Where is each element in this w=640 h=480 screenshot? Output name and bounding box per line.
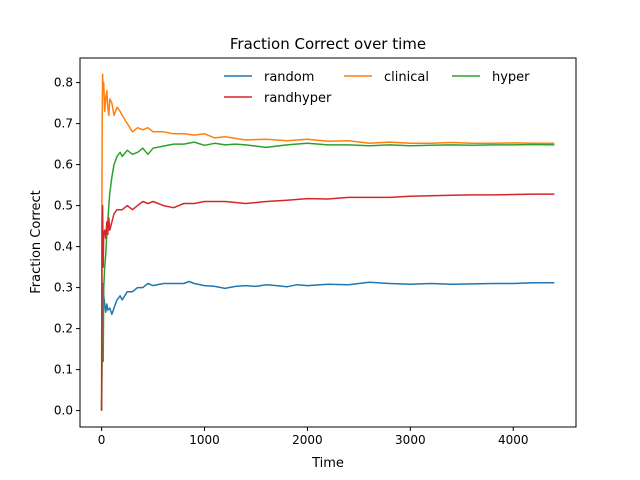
x-tick-label: 4000 bbox=[498, 433, 529, 447]
y-tick-label: 0.0 bbox=[54, 404, 73, 418]
series-line-randhyper bbox=[100, 193, 555, 411]
legend-label-randhyper: randhyper bbox=[264, 91, 332, 106]
x-tick-label: 3000 bbox=[395, 433, 426, 447]
legend-label-hyper: hyper bbox=[492, 70, 530, 85]
y-tick-label: 0.7 bbox=[54, 117, 73, 131]
x-tick-label: 1000 bbox=[189, 433, 220, 447]
y-axis-label: Fraction Correct bbox=[29, 190, 44, 293]
legend-label-clinical: clinical bbox=[384, 70, 429, 85]
plot-lines bbox=[100, 73, 555, 411]
y-tick-label: 0.4 bbox=[54, 240, 73, 254]
y-tick-label: 0.8 bbox=[54, 76, 73, 90]
y-tick-label: 0.1 bbox=[54, 363, 73, 377]
x-axis-label: Time bbox=[311, 456, 344, 471]
series-line-clinical bbox=[100, 73, 555, 411]
series-line-hyper bbox=[100, 141, 555, 411]
plot-frame bbox=[79, 57, 577, 428]
x-tick-label: 2000 bbox=[292, 433, 323, 447]
legend-label-random: random bbox=[264, 70, 314, 85]
y-tick-label: 0.2 bbox=[54, 322, 73, 336]
y-tick-label: 0.5 bbox=[54, 199, 73, 213]
series-line-random bbox=[100, 280, 555, 411]
x-axis-ticks: 0 1000 2000 3000 4000 bbox=[98, 427, 529, 447]
x-tick-label: 0 bbox=[98, 433, 106, 447]
chart-legend: random clinical hyper randhyper bbox=[224, 70, 530, 106]
y-axis-ticks: 0.0 0.1 0.2 0.3 0.4 0.5 0.6 0.7 0.8 bbox=[54, 76, 80, 418]
y-tick-label: 0.6 bbox=[54, 158, 73, 172]
chart-title: Fraction Correct over time bbox=[230, 35, 426, 53]
y-tick-label: 0.3 bbox=[54, 281, 73, 295]
